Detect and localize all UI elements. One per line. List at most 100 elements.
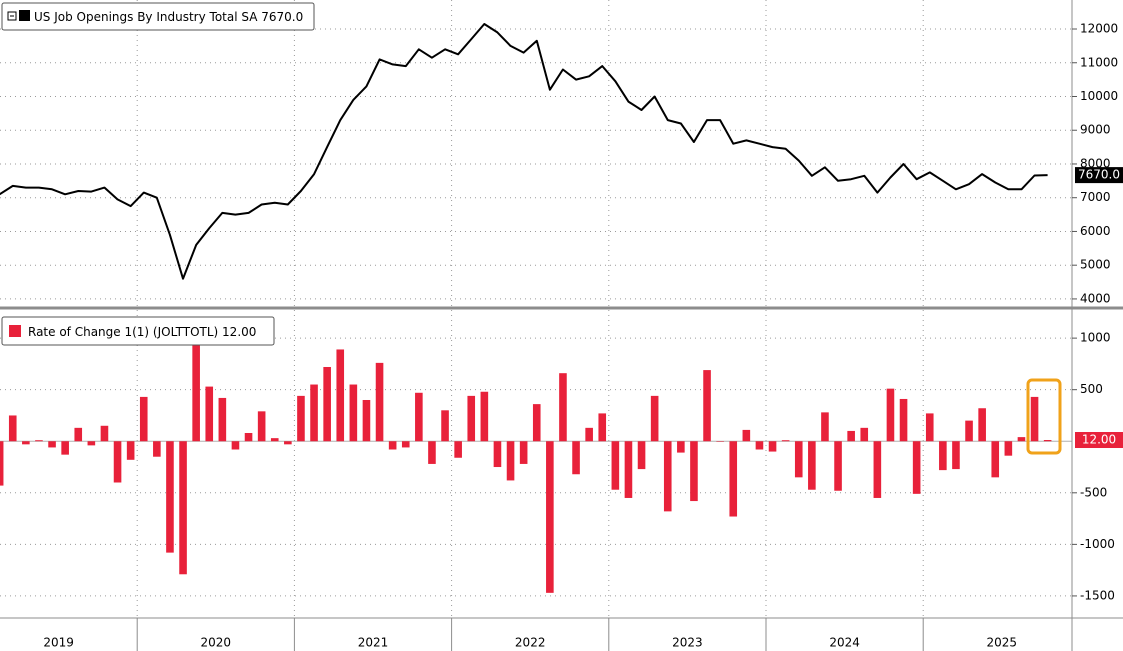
bar bbox=[166, 441, 174, 553]
bar bbox=[834, 441, 842, 491]
legend-swatch bbox=[19, 10, 30, 21]
x-tick-label: 2019 bbox=[43, 636, 74, 650]
bar bbox=[650, 395, 659, 442]
bar bbox=[284, 441, 292, 445]
last-value-label: 12.00 bbox=[1082, 433, 1116, 447]
bar bbox=[257, 411, 266, 442]
bar bbox=[598, 413, 607, 442]
bar bbox=[139, 396, 148, 442]
bar bbox=[768, 441, 777, 452]
bar bbox=[349, 384, 358, 442]
bar bbox=[336, 349, 345, 442]
bar bbox=[22, 441, 30, 445]
legend-box bbox=[1, 316, 275, 346]
last-value-tag bbox=[1075, 432, 1123, 449]
y-tick-label: 6000 bbox=[1080, 224, 1111, 238]
y-tick-label: -1500 bbox=[1080, 588, 1115, 602]
bar bbox=[519, 441, 528, 464]
bar bbox=[441, 410, 449, 442]
y-tick-label: -1000 bbox=[1080, 537, 1115, 551]
bar bbox=[1043, 440, 1052, 442]
bar bbox=[873, 441, 882, 498]
bar bbox=[74, 427, 83, 442]
highlight-box bbox=[1026, 378, 1062, 455]
y-tick-label: 10000 bbox=[1080, 89, 1118, 103]
y-tick-label: -500 bbox=[1080, 485, 1107, 499]
bar bbox=[991, 441, 1000, 478]
bar bbox=[375, 362, 384, 442]
x-tick-label: 2021 bbox=[358, 636, 389, 650]
bar bbox=[297, 395, 305, 442]
bar bbox=[205, 386, 214, 442]
bar bbox=[362, 399, 371, 442]
bar bbox=[794, 441, 803, 478]
legend-label: US Job Openings By Industry Total SA 767… bbox=[34, 10, 303, 24]
bar bbox=[716, 441, 724, 442]
bar bbox=[546, 441, 554, 593]
bar bbox=[742, 429, 751, 442]
bar bbox=[153, 441, 161, 457]
bar bbox=[35, 440, 43, 442]
bar bbox=[401, 441, 410, 448]
bar bbox=[611, 441, 620, 490]
bar bbox=[860, 427, 869, 442]
bar bbox=[244, 432, 253, 442]
x-tick-label: 2024 bbox=[829, 636, 860, 650]
x-tick-label: 2023 bbox=[672, 636, 703, 650]
bar bbox=[192, 345, 200, 442]
bar bbox=[126, 441, 135, 460]
bar bbox=[310, 384, 318, 442]
bar bbox=[231, 441, 240, 450]
bar bbox=[821, 412, 829, 442]
bar bbox=[428, 441, 436, 464]
bar bbox=[755, 441, 764, 450]
bar bbox=[847, 430, 855, 442]
bar bbox=[532, 404, 541, 442]
bar bbox=[663, 441, 672, 512]
bar bbox=[1017, 437, 1026, 442]
bar bbox=[886, 388, 895, 442]
bar bbox=[61, 441, 69, 455]
bar bbox=[415, 392, 423, 442]
bar bbox=[978, 408, 986, 442]
bar bbox=[729, 441, 738, 517]
bar bbox=[939, 441, 947, 471]
bar bbox=[925, 413, 934, 442]
bar bbox=[467, 395, 476, 442]
last-value-label: 7670.0 bbox=[1078, 168, 1120, 182]
bar bbox=[965, 420, 973, 442]
y-tick-label: 5000 bbox=[1080, 258, 1111, 272]
bar bbox=[572, 441, 580, 475]
y-tick-label: 1000 bbox=[1080, 331, 1111, 345]
bar bbox=[179, 441, 187, 575]
bar bbox=[952, 441, 960, 470]
y-tick-label: 8000 bbox=[1080, 156, 1111, 170]
x-tick-label: 2025 bbox=[987, 636, 1018, 650]
bar bbox=[270, 438, 279, 442]
bar bbox=[87, 441, 96, 446]
legend-swatch bbox=[9, 325, 21, 337]
bar bbox=[113, 441, 122, 483]
legend-toggle bbox=[7, 11, 17, 21]
legend-top: US Job Openings By Industry Total SA 767… bbox=[1, 2, 315, 31]
bar bbox=[677, 441, 685, 453]
bar bbox=[506, 441, 515, 481]
line-series bbox=[0, 23, 1048, 280]
legend-value: 12.00 bbox=[222, 325, 256, 339]
bar bbox=[218, 397, 227, 442]
bar bbox=[808, 441, 816, 490]
bar bbox=[8, 415, 17, 442]
bar bbox=[690, 441, 698, 502]
bar bbox=[493, 441, 502, 468]
legend-bottom: Rate of Change 1(1) (JOLTTOTL) 12.00 bbox=[1, 316, 275, 346]
legend-label: Rate of Change 1(1) (JOLTTOTL) 12.00 bbox=[28, 325, 256, 339]
x-tick-label: 2020 bbox=[201, 636, 232, 650]
y-tick-label: 12000 bbox=[1080, 22, 1118, 36]
bar bbox=[559, 373, 567, 442]
bar bbox=[480, 391, 489, 442]
bar bbox=[1004, 441, 1013, 456]
legend-box bbox=[1, 2, 315, 31]
bar bbox=[100, 425, 109, 442]
